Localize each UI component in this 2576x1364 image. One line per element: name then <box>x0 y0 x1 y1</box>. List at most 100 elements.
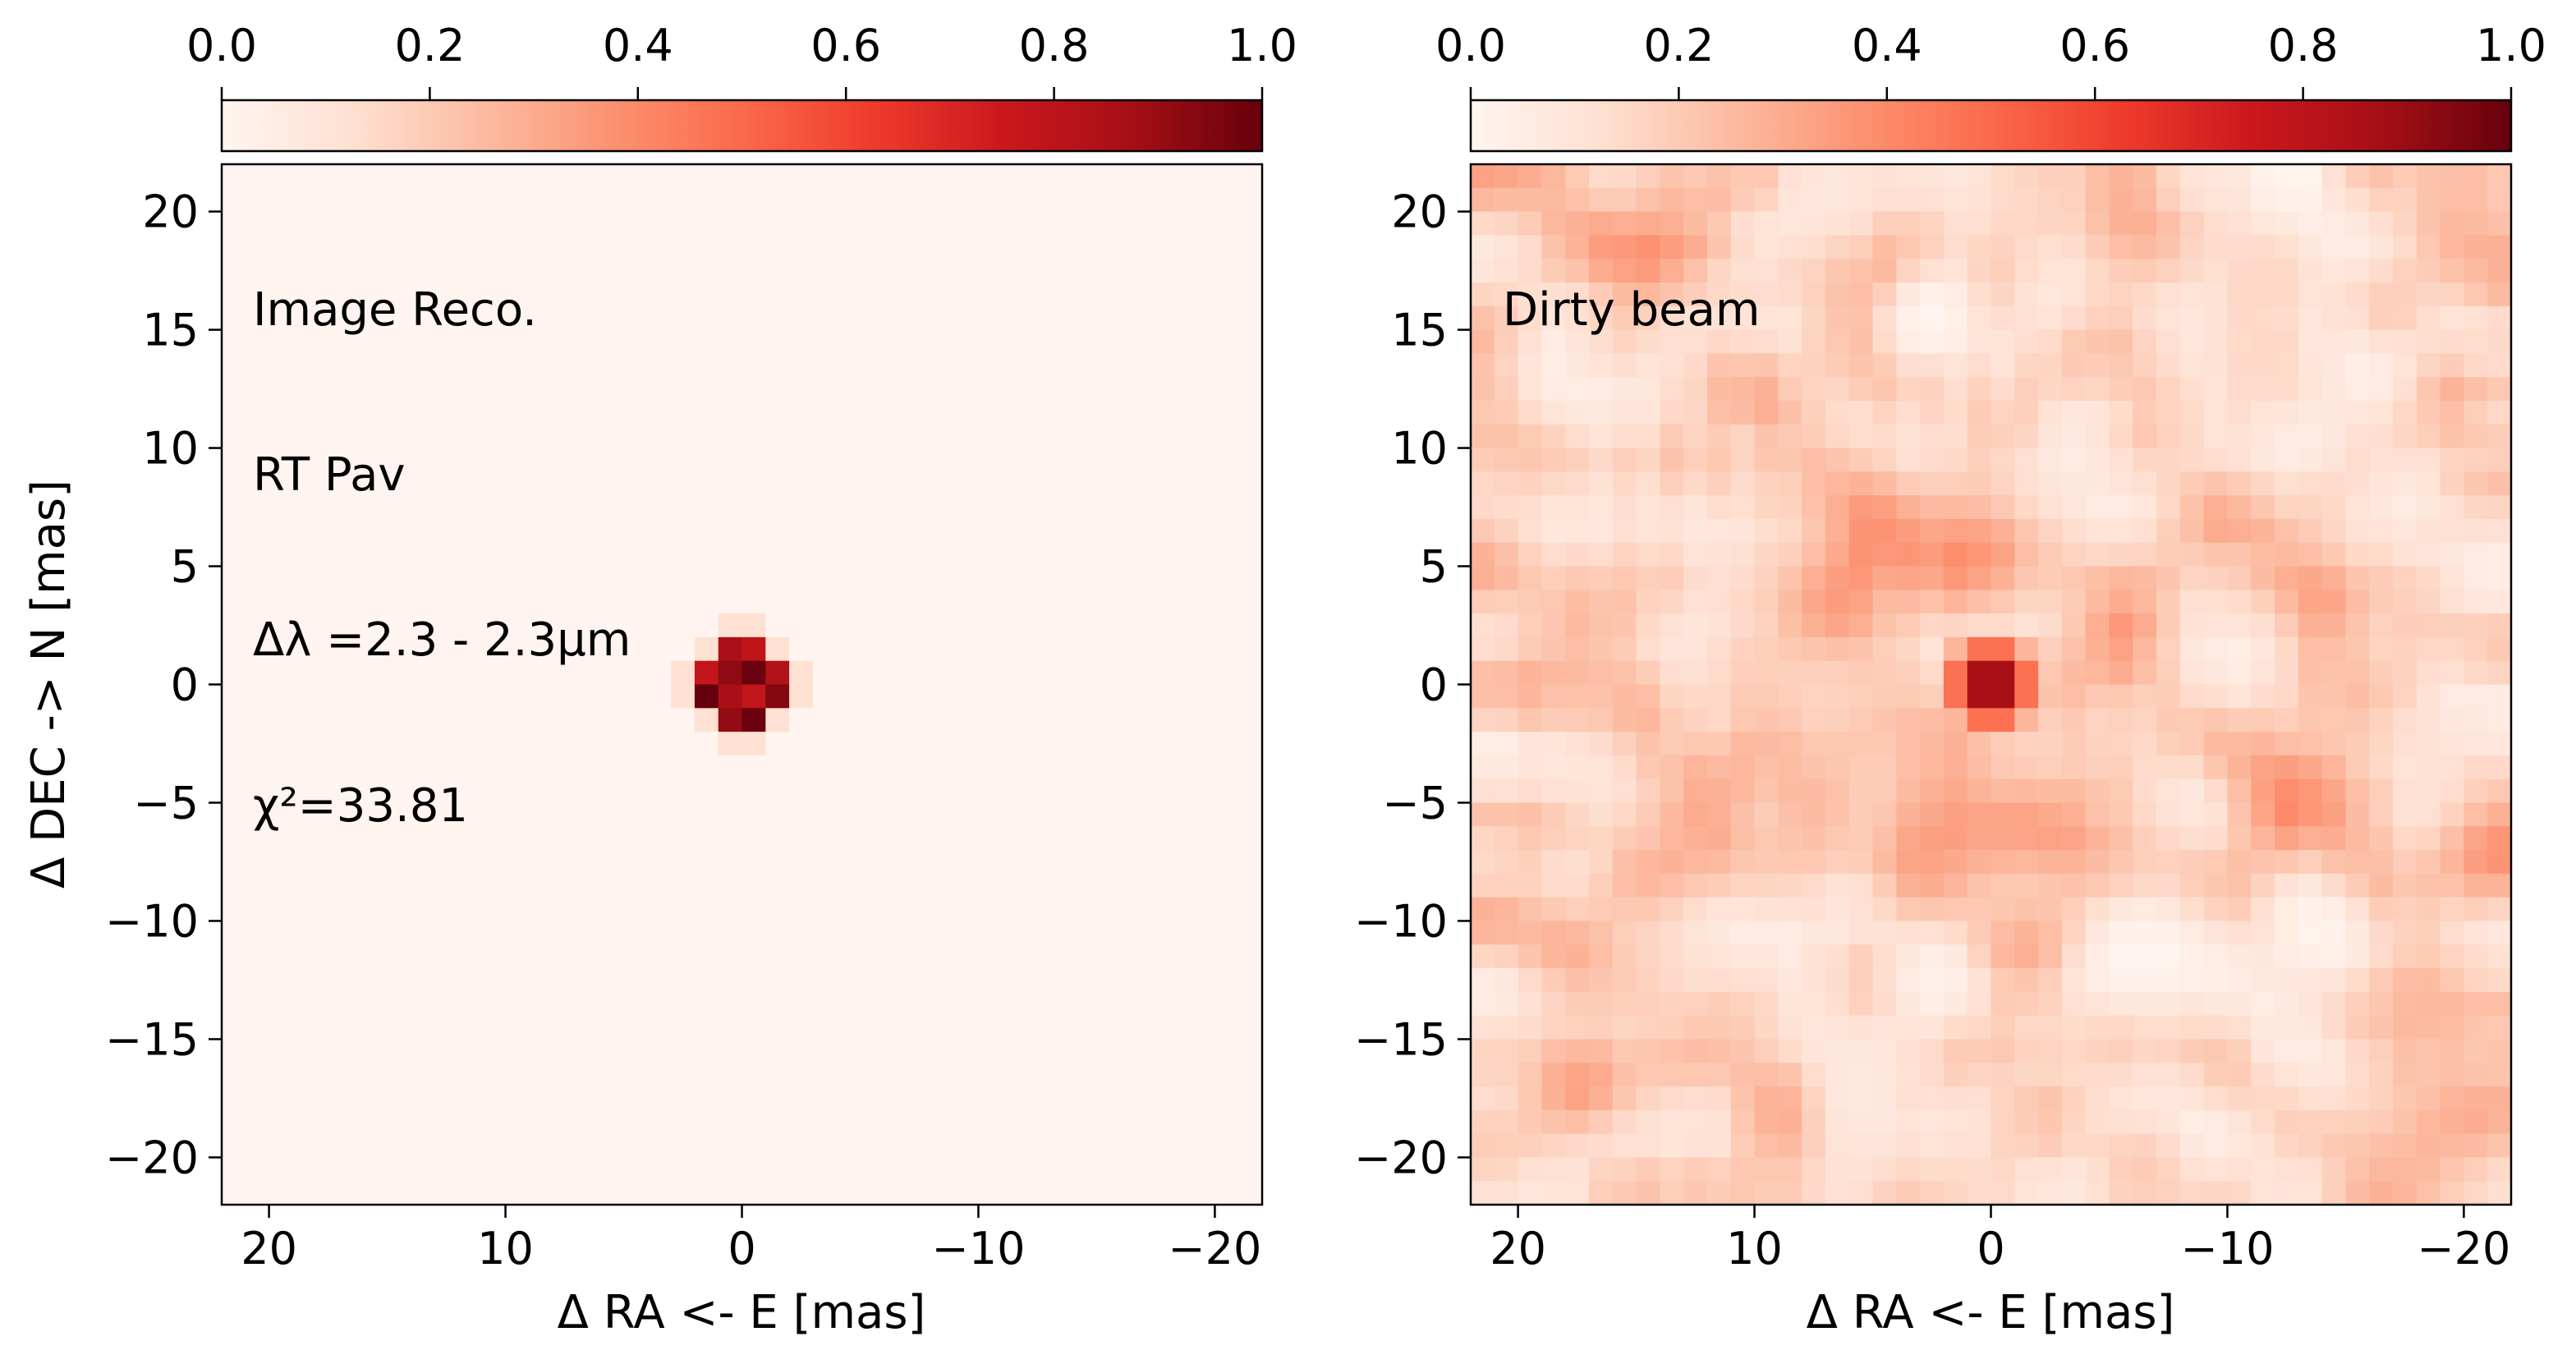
left-heatmap-cell <box>457 1063 483 1087</box>
left-heatmap-cell <box>836 566 861 590</box>
right-heatmap-cell <box>2321 991 2347 1017</box>
left-heatmap-cell <box>222 400 246 425</box>
left-heatmap-cell <box>765 187 790 213</box>
right-heatmap-cell <box>2321 1157 2347 1182</box>
left-heatmap-cell <box>599 542 625 567</box>
right-heatmap-cell <box>1802 613 1826 638</box>
right-heatmap-cell <box>2061 850 2087 875</box>
left-heatmap-cell <box>457 353 483 378</box>
right-heatmap-cell <box>1683 187 1708 213</box>
left-x-tick-label: 10 <box>477 1223 534 1274</box>
left-heatmap-cell <box>505 590 530 614</box>
right-heatmap-cell <box>2109 542 2133 567</box>
right-heatmap-cell <box>1541 400 1566 425</box>
left-heatmap <box>222 164 1263 1206</box>
left-heatmap-cell <box>954 495 980 520</box>
right-heatmap-cell <box>2227 1015 2252 1040</box>
left-heatmap-cell <box>836 353 861 378</box>
left-heatmap-cell <box>245 259 270 283</box>
left-x-tick-label: −10 <box>931 1223 1025 1274</box>
right-heatmap-cell <box>2227 259 2252 283</box>
right-heatmap-cell <box>2275 424 2299 449</box>
left-heatmap-cell <box>1096 1109 1121 1135</box>
right-heatmap-cell <box>2203 1133 2229 1159</box>
right-heatmap-cell <box>2369 353 2394 378</box>
right-heatmap-cell <box>1825 566 1850 590</box>
left-heatmap-cell <box>789 235 814 259</box>
left-heatmap-cell <box>505 991 530 1017</box>
left-heatmap-cell <box>718 400 743 425</box>
right-heatmap-cell <box>1802 353 1826 378</box>
right-heatmap-cell <box>1494 802 1519 827</box>
left-heatmap-cell <box>222 495 246 520</box>
right-heatmap-cell <box>2416 968 2441 993</box>
left-heatmap-cell <box>1144 1109 1169 1135</box>
left-heatmap-cell <box>978 235 1003 259</box>
right-heatmap-cell <box>1706 471 1732 496</box>
right-heatmap-cell <box>1541 305 1566 331</box>
left-heatmap-cell <box>742 495 766 520</box>
right-heatmap-cell <box>2464 1109 2488 1135</box>
left-heatmap-cell <box>576 400 601 425</box>
left-heatmap-cell <box>316 542 341 567</box>
right-heatmap-cell <box>1754 259 1779 283</box>
left-heatmap-cell <box>363 1109 388 1135</box>
left-heatmap-cell <box>292 802 317 827</box>
right-heatmap-cell <box>1896 684 1921 709</box>
right-heatmap-cell <box>2085 187 2110 213</box>
left-heatmap-cell <box>1026 259 1050 283</box>
right-heatmap-cell <box>1896 732 1921 756</box>
right-heatmap-cell <box>2109 590 2133 614</box>
right-heatmap-cell <box>1588 1109 1614 1135</box>
right-heatmap-cell <box>2133 708 2157 733</box>
right-heatmap-cell <box>1943 732 1968 756</box>
left-heatmap-cell <box>1002 778 1026 804</box>
left-heatmap-cell <box>860 755 884 780</box>
right-heatmap-cell <box>2393 613 2418 638</box>
left-heatmap-cell <box>457 778 483 804</box>
left-heatmap-cell <box>954 566 980 590</box>
right-heatmap-cell <box>2179 400 2205 425</box>
left-heatmap-cell <box>1144 1015 1169 1040</box>
right-heatmap-cell <box>2038 826 2063 851</box>
left-heatmap-cell <box>363 778 388 804</box>
right-heatmap-cell <box>2416 566 2441 590</box>
right-heatmap-cell <box>1541 921 1566 945</box>
right-heatmap-cell <box>1872 660 1897 686</box>
left-heatmap-cell <box>647 708 672 733</box>
right-heatmap-cell <box>1991 1086 2015 1111</box>
left-heatmap-cell <box>789 471 814 496</box>
right-heatmap-cell <box>2109 1109 2133 1135</box>
left-heatmap-cell <box>599 329 625 354</box>
left-heatmap-cell <box>1167 353 1192 378</box>
right-heatmap-cell <box>2179 873 2205 898</box>
left-heatmap-cell <box>978 448 1003 472</box>
left-heatmap-cell <box>1049 660 1074 686</box>
left-heatmap-cell <box>1191 305 1216 331</box>
right-heatmap-cell <box>2464 1015 2488 1040</box>
left-heatmap-cell <box>269 1086 293 1111</box>
left-heatmap-cell <box>623 1109 648 1135</box>
right-heatmap-cell <box>2109 1157 2133 1182</box>
left-heatmap-cell <box>1120 944 1145 969</box>
left-heatmap-cell <box>1167 400 1192 425</box>
left-heatmap-cell <box>930 968 956 993</box>
right-heatmap-cell <box>2487 684 2512 709</box>
right-heatmap-cell <box>2085 778 2110 804</box>
right-heatmap-cell <box>2061 1109 2087 1135</box>
left-heatmap-cell <box>316 826 341 851</box>
left-heatmap-cell <box>671 305 696 331</box>
left-heatmap-cell <box>742 778 766 804</box>
right-heatmap-cell <box>2440 471 2465 496</box>
left-heatmap-cell <box>1049 802 1074 827</box>
right-heatmap-cell <box>2061 471 2087 496</box>
right-heatmap-cell <box>1991 1015 2015 1040</box>
right-heatmap-cell <box>2061 235 2087 259</box>
left-heatmap-cell <box>457 802 483 827</box>
right-heatmap-cell <box>1612 613 1637 638</box>
left-heatmap-cell <box>1120 471 1145 496</box>
left-heatmap-cell <box>884 802 908 827</box>
right-heatmap-cell <box>1991 518 2015 544</box>
left-heatmap-cell <box>505 495 530 520</box>
left-heatmap-cell <box>505 1015 530 1040</box>
